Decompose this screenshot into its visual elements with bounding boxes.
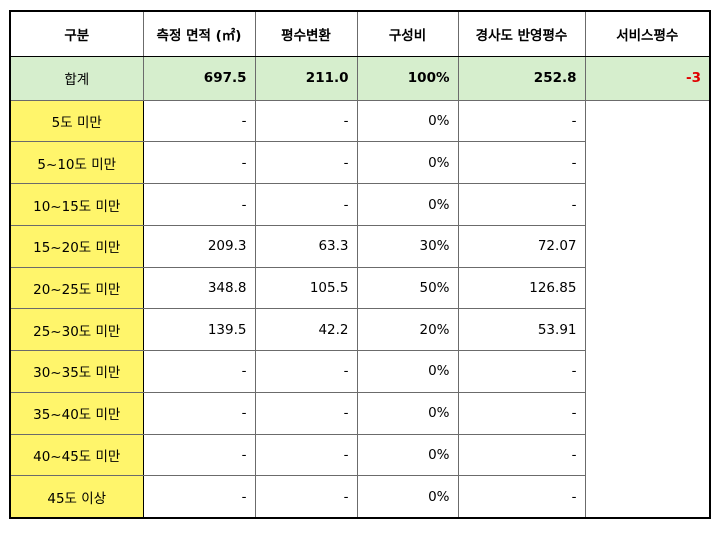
total-service-pyeong: -3 xyxy=(584,56,711,101)
table-row: 30~35도 미만 - -0% - xyxy=(9,350,710,393)
row-pyeong: - xyxy=(254,433,358,477)
row-measured-area: - xyxy=(142,350,256,393)
header-measured-area: 측정 면적 (㎡) xyxy=(142,10,256,57)
total-row: 합계 697.5 211.0 100% 252.8 -3 xyxy=(9,56,711,101)
row-measured-area: - xyxy=(142,183,256,226)
row-slope-pyeong: - xyxy=(457,475,586,519)
table-row: 35~40도 미만 - -0% - xyxy=(9,391,710,435)
row-pyeong: - xyxy=(254,99,358,143)
row-slope-label: 10~15도 미만 xyxy=(9,183,144,226)
table-row: 15~20도 미만 209.3 63.3 30% 72.07 xyxy=(9,224,710,268)
row-measured-area: - xyxy=(142,99,256,143)
row-slope-pyeong: - xyxy=(457,99,586,143)
row-slope-pyeong: - xyxy=(457,183,586,226)
total-pyeong: 211.0 xyxy=(254,56,358,101)
row-measured-area: 348.8 xyxy=(142,266,256,310)
row-slope-pyeong: 53.91 xyxy=(457,308,586,352)
header-category: 구분 xyxy=(9,10,144,57)
row-pyeong: - xyxy=(254,183,358,226)
row-slope-pyeong: - xyxy=(457,350,586,393)
row-slope-label: 35~40도 미만 xyxy=(9,391,144,435)
row-slope-label: 20~25도 미만 xyxy=(9,266,144,310)
row-slope-pyeong: - xyxy=(457,433,586,477)
row-ratio: 0% xyxy=(356,391,459,435)
row-slope-label: 40~45도 미만 xyxy=(9,433,144,477)
row-slope-label: 5도 미만 xyxy=(9,99,144,143)
row-measured-area: - xyxy=(142,141,256,185)
row-pyeong: - xyxy=(254,391,358,435)
row-pyeong: 105.5 xyxy=(254,266,358,310)
row-ratio: 50% xyxy=(356,266,459,310)
row-measured-area: 209.3 xyxy=(142,224,256,268)
header-ratio: 구성비 xyxy=(356,10,459,57)
row-slope-pyeong: 126.85 xyxy=(457,266,586,310)
table-row: 45도 이상 - -0% - xyxy=(9,475,710,519)
row-pyeong: - xyxy=(254,141,358,185)
row-slope-pyeong: - xyxy=(457,391,586,435)
row-ratio: 30% xyxy=(356,224,459,268)
table-row: 5~10도 미만 - -0% - xyxy=(9,141,710,185)
row-ratio: 0% xyxy=(356,99,459,143)
row-slope-label: 5~10도 미만 xyxy=(9,141,144,185)
row-ratio: 0% xyxy=(356,350,459,393)
final-box-title-line2: 작업 평수 xyxy=(640,183,701,202)
table-row: 10~15도 미만 - -0% - xyxy=(9,183,710,226)
total-ratio: 100% xyxy=(356,56,459,101)
header-slope-pyeong: 경사도 반영평수 xyxy=(457,10,586,57)
row-pyeong: 42.2 xyxy=(254,308,358,352)
row-pyeong: - xyxy=(254,350,358,393)
row-ratio: 20% xyxy=(356,308,459,352)
table-row: 20~25도 미만 348.8 105.5 50% 126.85 xyxy=(9,266,710,310)
row-slope-pyeong: 72.07 xyxy=(457,224,586,268)
final-box-title-line1: 최종 xyxy=(673,160,701,179)
row-slope-label: 30~35도 미만 xyxy=(9,350,144,393)
row-pyeong: - xyxy=(254,475,358,519)
total-label: 합계 xyxy=(9,56,144,101)
table-row: 5도 미만 - -0% - 최종 작업 평수 250평 xyxy=(9,99,711,519)
final-box-value: 250평 xyxy=(631,369,701,396)
row-slope-pyeong: - xyxy=(457,141,586,185)
row-ratio: 0% xyxy=(356,141,459,185)
header-row: 구분 측정 면적 (㎡) 평수변환 구성비 경사도 반영평수 서비스평수 xyxy=(9,10,711,57)
row-ratio: 0% xyxy=(356,433,459,477)
row-measured-area: 139.5 xyxy=(142,308,256,352)
row-pyeong: 63.3 xyxy=(254,224,358,268)
row-slope-label: 15~20도 미만 xyxy=(9,224,144,268)
row-measured-area: - xyxy=(142,433,256,477)
header-service-pyeong: 서비스평수 xyxy=(584,10,711,57)
table-row: 40~45도 미만 - -0% - xyxy=(9,433,710,477)
row-measured-area: - xyxy=(142,391,256,435)
row-slope-label: 25~30도 미만 xyxy=(9,308,144,352)
total-area: 697.5 xyxy=(142,56,256,101)
row-measured-area: - xyxy=(142,475,256,519)
row-ratio: 0% xyxy=(356,183,459,226)
pyeong-calculation-table: 구분 측정 면적 (㎡) 평수변환 구성비 경사도 반영평수 서비스평수 합계 … xyxy=(9,10,711,519)
header-pyeong-conversion: 평수변환 xyxy=(254,10,358,57)
row-ratio: 0% xyxy=(356,475,459,519)
row-slope-label: 45도 이상 xyxy=(9,475,144,519)
table-row: 25~30도 미만 139.5 42.2 20% 53.91 xyxy=(9,308,710,352)
total-slope-pyeong: 252.8 xyxy=(457,56,586,101)
